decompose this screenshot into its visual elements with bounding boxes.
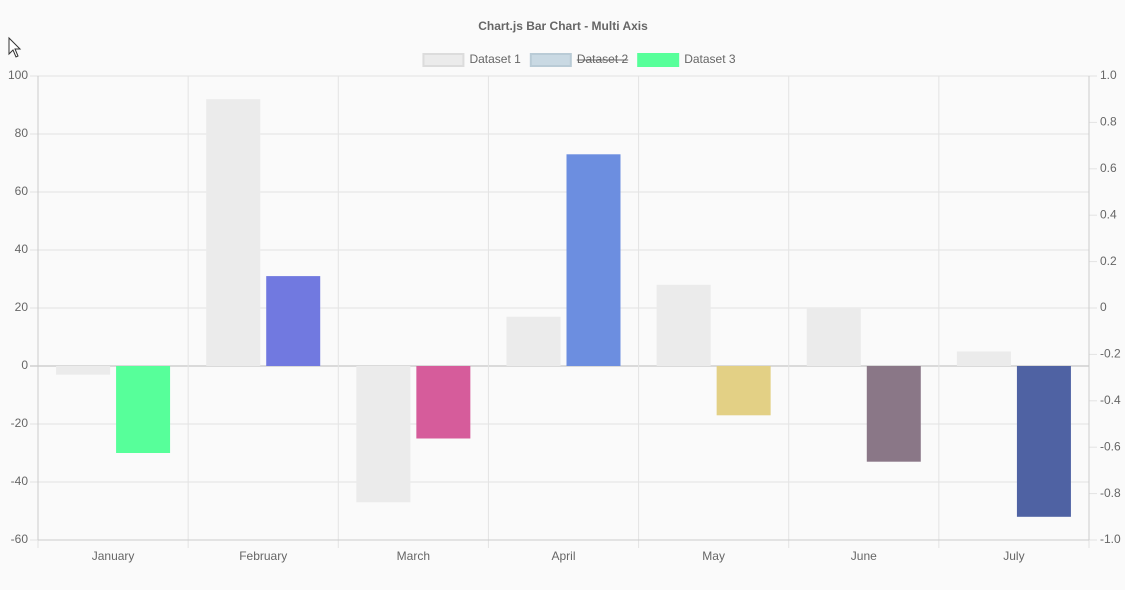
bar xyxy=(356,366,411,503)
y2-tick-label: 0.2 xyxy=(1100,254,1117,268)
bar xyxy=(1016,366,1071,517)
bar xyxy=(56,366,111,375)
y-tick-label: -40 xyxy=(11,474,29,488)
bar xyxy=(866,366,921,462)
y2-tick-label: 0.6 xyxy=(1100,161,1117,175)
x-tick-label: July xyxy=(1003,549,1024,563)
y-tick-label: 100 xyxy=(8,68,28,82)
bar xyxy=(566,154,621,366)
y2-tick-label: -0.4 xyxy=(1100,393,1121,407)
y2-tick-label: 0.4 xyxy=(1100,207,1117,221)
y-tick-label: 20 xyxy=(15,300,29,314)
legend-label: Dataset 2 xyxy=(577,52,629,66)
legend-swatch xyxy=(422,53,465,67)
bar xyxy=(206,99,261,366)
y2-tick-label: -0.8 xyxy=(1100,486,1121,500)
x-tick-label: February xyxy=(239,549,287,563)
x-tick-label: April xyxy=(551,549,575,563)
bar xyxy=(716,366,771,416)
x-tick-label: January xyxy=(92,549,135,563)
y2-tick-label: -0.2 xyxy=(1100,347,1121,361)
x-tick-label: March xyxy=(397,549,430,563)
bar xyxy=(266,276,321,366)
bar xyxy=(806,308,861,366)
y2-tick-label: 1.0 xyxy=(1100,68,1117,82)
cursor xyxy=(8,36,22,58)
bar xyxy=(956,351,1011,366)
y-tick-label: -60 xyxy=(11,532,29,546)
bar xyxy=(656,284,711,366)
y-tick-label: 40 xyxy=(15,242,29,256)
y2-tick-label: -0.6 xyxy=(1100,439,1121,453)
y2-tick-label: 0 xyxy=(1100,300,1107,314)
bar xyxy=(506,316,561,366)
y2-tick-label: 0.8 xyxy=(1100,115,1117,129)
legend-label: Dataset 1 xyxy=(469,52,521,66)
x-tick-label: June xyxy=(851,549,877,563)
legend-swatch xyxy=(637,53,680,67)
y2-tick-label: -1.0 xyxy=(1100,532,1121,546)
bar xyxy=(416,366,471,439)
legend-label: Dataset 3 xyxy=(684,52,736,66)
y-tick-label: 0 xyxy=(21,358,28,372)
y-tick-label: 80 xyxy=(15,126,29,140)
y-tick-label: 60 xyxy=(15,184,29,198)
x-tick-label: May xyxy=(702,549,725,563)
bar xyxy=(116,366,171,453)
legend-swatch xyxy=(529,53,572,67)
chart-title: Chart.js Bar Chart - Multi Axis xyxy=(478,19,648,33)
y-tick-label: -20 xyxy=(11,416,29,430)
